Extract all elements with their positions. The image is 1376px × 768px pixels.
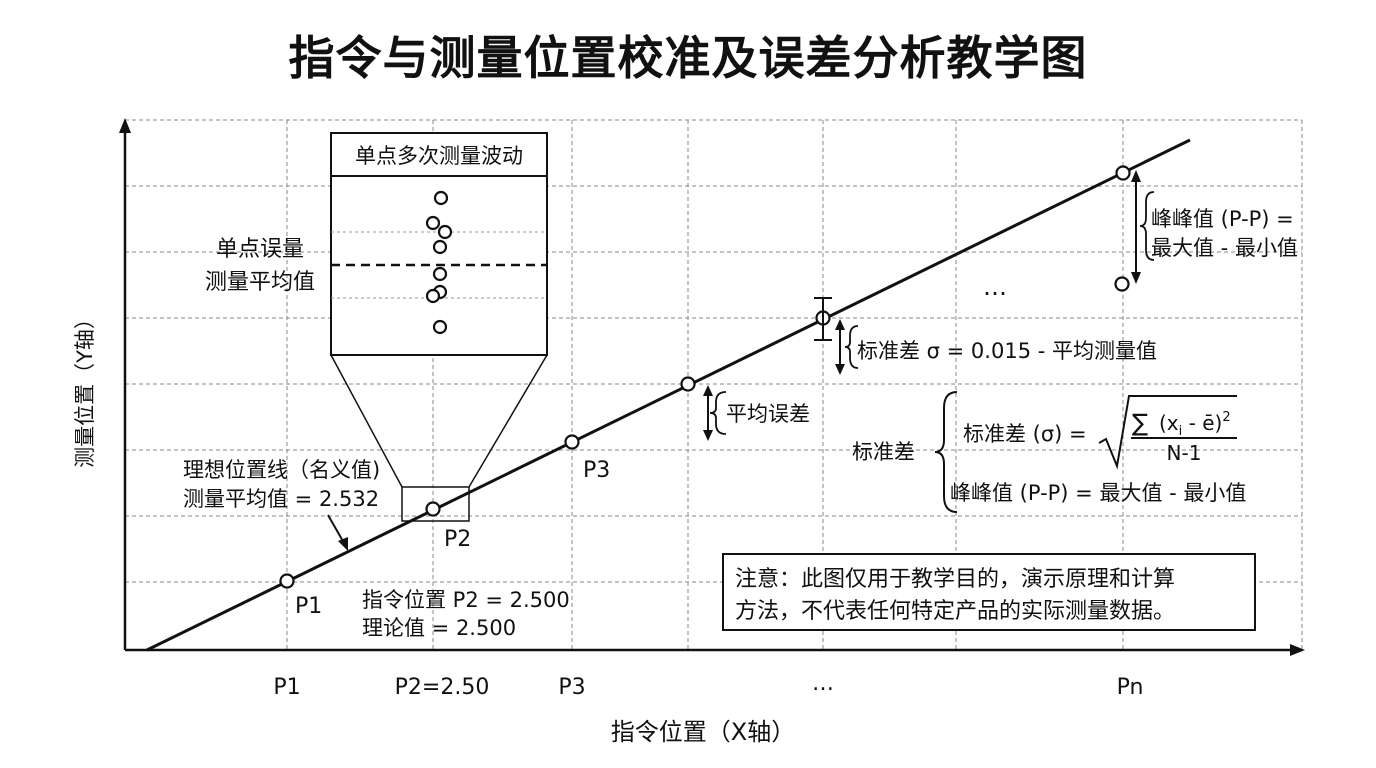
formula-group-label: 标准差	[852, 440, 915, 464]
p2-theoretical-value: 理论值 = 2.500	[362, 616, 516, 640]
x-tick-label: P3	[558, 675, 585, 700]
inset-sample-point	[432, 239, 448, 255]
inset-side-label: 单点误量	[216, 237, 304, 262]
formula-numerator-sub: i	[1179, 424, 1183, 439]
avg-error-brace	[709, 391, 727, 435]
x-tick-label: Pn	[1117, 675, 1144, 700]
point-label-p1: P1	[295, 594, 322, 619]
std-dev-label: 标准差 σ = 0.015 - 平均测量值	[857, 339, 1157, 363]
formula-numerator-expr: (x	[1159, 411, 1179, 435]
formula-peak-to-peak: 峰峰值 (P-P) = 最大值 - 最小值	[950, 481, 1246, 505]
x-tick-label: P1	[273, 675, 300, 700]
formula-std-lhs: 标准差 (σ) =	[963, 422, 1087, 446]
peak-to-peak-label: 峰峰值 (P-P) =	[1151, 207, 1294, 231]
peak-to-peak-brace	[1139, 191, 1155, 261]
std-dev-arrow	[835, 319, 845, 375]
zoom-region-box	[401, 486, 470, 522]
x-tick-label: P2=2.50	[395, 675, 490, 700]
disclaimer-line: 注意：此图仅用于教学目的，演示原理和计算	[735, 567, 1176, 592]
x-axis-arrow	[1290, 644, 1305, 656]
point-p4	[680, 376, 696, 392]
x-axis-label: 指令位置（X轴）	[611, 718, 795, 746]
inset-sample-point	[425, 288, 441, 304]
ideal-line-mean: 测量平均值 = 2.532	[183, 487, 379, 511]
ideal-position-line	[146, 138, 1191, 652]
point-pn-min	[1114, 276, 1130, 292]
point-pn	[1115, 165, 1131, 181]
formula-numerator: (xi - ē)2	[1159, 410, 1231, 439]
inset-zoom: 单点多次测量波动 单点误量 测量平均值	[205, 132, 548, 522]
formula-numerator-rest: - ē)	[1182, 411, 1222, 435]
axes	[119, 118, 1305, 656]
inset-sample-point	[432, 319, 448, 335]
inset-sample-point	[433, 190, 449, 206]
zoom-connector	[330, 354, 403, 488]
inset-sample-point	[425, 215, 441, 231]
std-dev-error-bar	[814, 297, 832, 341]
inset-side-label: 测量平均值	[205, 270, 315, 295]
peak-to-peak-arrow	[1131, 170, 1141, 284]
point-p3	[564, 434, 580, 450]
avg-error-label: 平均误差	[726, 402, 810, 426]
formula-numerator-sup: 2	[1222, 410, 1230, 425]
inset-sample-point	[432, 266, 448, 282]
point-label-p2: P2	[444, 527, 471, 552]
zoom-connector	[468, 354, 548, 488]
ideal-line-pointer	[327, 514, 345, 544]
ideal-line-pointer-arrow	[338, 537, 348, 551]
point-p1	[279, 573, 295, 589]
peak-to-peak-formula: 最大值 - 最小值	[1151, 236, 1298, 260]
point-label-p3: P3	[583, 458, 610, 483]
formula-brace	[934, 391, 958, 513]
x-tick-label: …	[812, 671, 834, 696]
point-p2	[425, 501, 441, 517]
page-title: 指令与测量位置校准及误差分析教学图	[288, 31, 1088, 85]
sqrt-sign	[1098, 395, 1237, 470]
disclaimer-line: 方法，不代表任何特定产品的实际测量数据。	[735, 599, 1176, 624]
disclaimer-note: 注意：此图仅用于教学目的，演示原理和计算 方法，不代表任何特定产品的实际测量数据…	[722, 553, 1256, 631]
avg-error-indicator	[703, 385, 713, 441]
std-dev-brace	[844, 325, 859, 369]
y-axis-arrow	[119, 118, 131, 133]
p2-command-position: 指令位置 P2 = 2.500	[362, 588, 570, 612]
ideal-line-label: 理想位置线（名义值)	[183, 458, 380, 482]
formula-denominator: N-1	[1167, 441, 1202, 465]
ellipsis-label: …	[983, 273, 1007, 301]
inset-sample-point	[437, 224, 453, 240]
inset-title: 单点多次测量波动	[355, 144, 523, 168]
y-axis-label: 测量位置（Y轴）	[73, 308, 97, 468]
formula-sum-symbol: ∑	[1132, 409, 1148, 437]
